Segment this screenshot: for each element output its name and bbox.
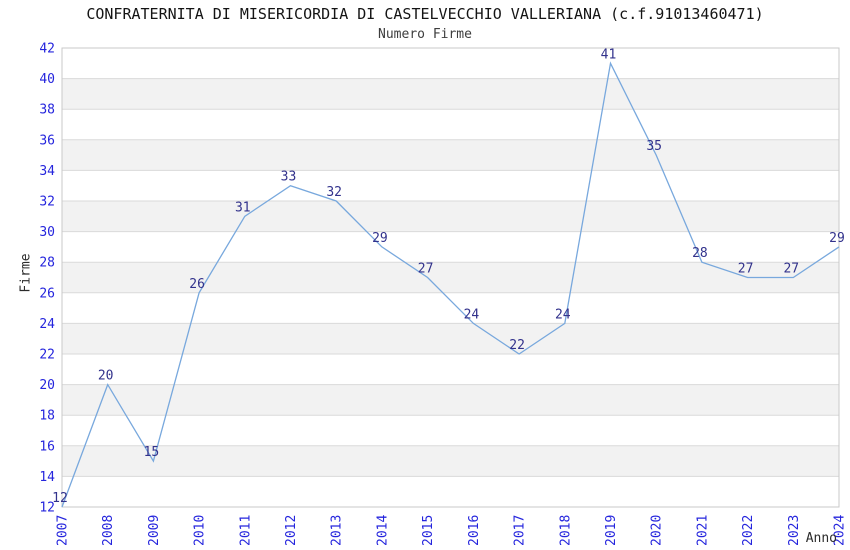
y-tick-label: 26 [39,286,55,301]
data-label: 24 [464,307,480,322]
y-tick-label: 14 [39,470,55,485]
y-tick-label: 40 [39,72,55,87]
x-axis-title: Anno [805,531,837,546]
grid-band [62,262,839,293]
data-label: 12 [52,491,68,506]
y-tick-label: 16 [39,439,55,454]
grid-band [62,476,839,507]
y-tick-label: 24 [39,317,55,332]
grid-band [62,384,839,416]
grid-band [62,231,839,263]
data-label: 28 [692,246,708,261]
data-label: 31 [235,200,251,215]
data-label: 41 [601,47,617,62]
y-tick-label: 34 [39,164,55,179]
y-axis-title: Firme [18,253,34,293]
grid-band [62,109,839,140]
grid-band [62,78,839,110]
chart-title: CONFRATERNITA DI MISERICORDIA DI CASTELV… [86,5,764,23]
y-tick-label: 42 [39,42,55,57]
x-tick-label: 2009 [147,515,162,546]
data-label: 27 [783,262,799,277]
data-label: 27 [738,262,754,277]
grid-band [62,139,839,171]
x-tick-label: 2018 [558,515,573,546]
data-label: 24 [555,307,571,322]
y-tick-label: 28 [39,256,55,271]
grid-band [62,323,839,354]
data-label: 26 [189,277,205,292]
x-tick-label: 2016 [467,515,482,546]
x-tick-label: 2023 [787,515,802,546]
grid-band [62,415,839,446]
plot-border [61,47,840,508]
y-tick-label: 30 [39,225,55,240]
grid-band [62,170,839,201]
x-tick-label: 2021 [695,515,710,546]
data-label: 27 [418,262,434,277]
x-tick-label: 2020 [650,515,665,546]
data-label: 35 [646,139,662,154]
chart-subtitle: Numero Firme [378,27,472,42]
data-label: 33 [281,170,297,185]
x-tick-label: 2012 [284,515,299,546]
x-tick-label: 2022 [741,515,756,546]
grid-band [62,445,839,477]
grid-band [62,354,839,385]
x-tick-label: 2007 [56,515,71,546]
y-tick-label: 18 [39,409,55,424]
data-label: 29 [829,231,845,246]
x-tick-label: 2013 [330,515,345,546]
y-tick-label: 32 [39,195,55,210]
y-tick-label: 36 [39,133,55,148]
y-tick-label: 38 [39,103,55,118]
data-label: 32 [326,185,342,200]
x-tick-label: 2019 [604,515,619,546]
grid-band [62,201,839,232]
data-label: 20 [98,369,114,384]
grid-band [62,292,839,324]
x-tick-label: 2017 [513,515,528,546]
x-tick-label: 2011 [238,515,253,546]
y-tick-label: 12 [39,501,55,516]
x-tick-label: 2024 [833,515,848,546]
x-tick-label: 2015 [421,515,436,546]
y-tick-label: 22 [39,348,55,363]
data-label: 22 [509,338,525,353]
series-line [61,61,840,508]
y-tick-label: 20 [39,378,55,393]
x-tick-label: 2010 [193,515,208,546]
grid-band [62,48,839,79]
x-tick-label: 2008 [101,515,116,546]
data-label: 15 [144,445,160,460]
data-label: 29 [372,231,388,246]
x-tick-label: 2014 [375,515,390,546]
